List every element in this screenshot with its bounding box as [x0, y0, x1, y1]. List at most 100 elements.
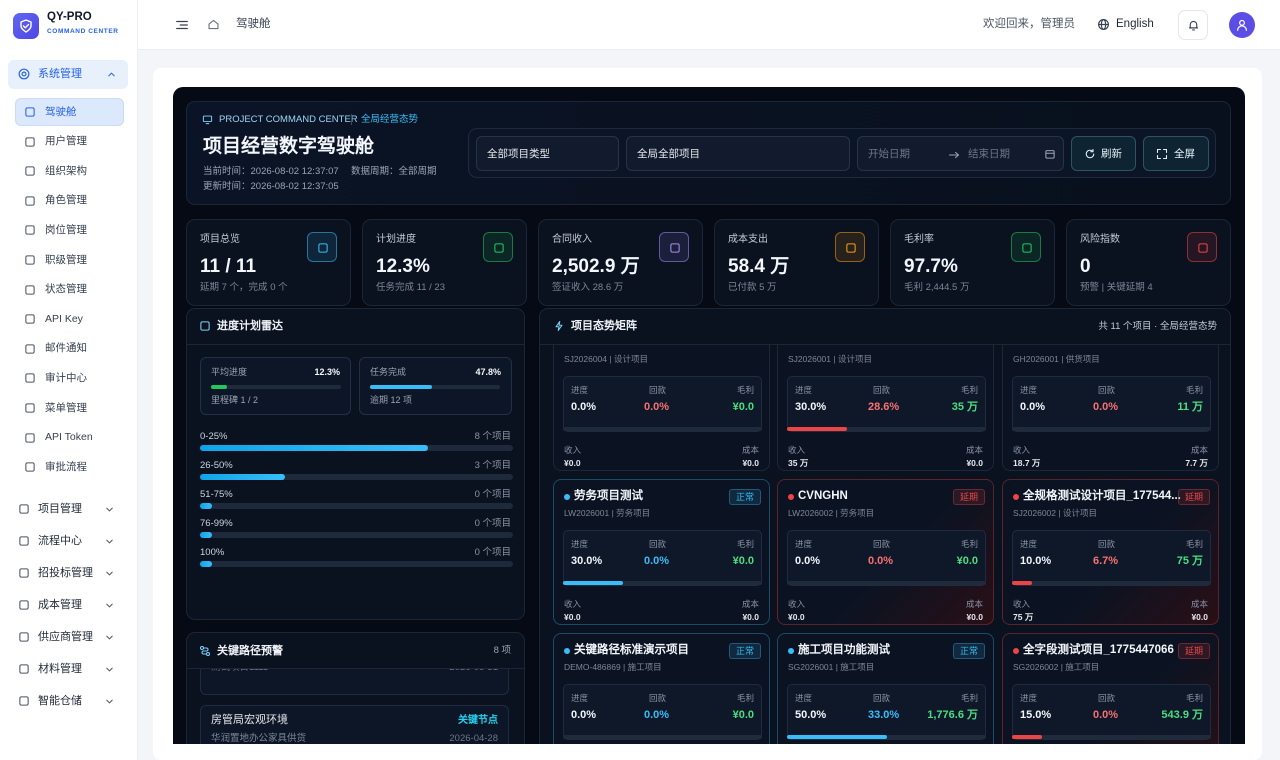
project-select[interactable]: 全局全部项目 — [626, 136, 850, 171]
progress-track — [563, 581, 762, 585]
menu-item[interactable]: 状态管理 — [45, 283, 87, 296]
bucket-track — [200, 561, 513, 567]
metric-label: 毛利 — [736, 693, 754, 703]
project-card[interactable]: SJ2026001 | 设计项目 进度 回款 毛利 30.0% 28.6% 35 万收入 成本… — [777, 345, 994, 471]
metric-label: 进度 — [571, 539, 589, 549]
metric-label: 收入 — [1013, 445, 1031, 455]
summary-value: 47.8% — [475, 367, 501, 377]
progress-bar — [1012, 735, 1042, 739]
metric-label: 进度 — [795, 539, 813, 549]
date-range[interactable]: 开始日期 结束日期 — [857, 136, 1064, 171]
metric-label: 回款 — [1098, 539, 1116, 549]
chevron — [106, 539, 113, 544]
menu-label[interactable]: 供应商管理 — [38, 630, 93, 643]
menu-item-active[interactable] — [15, 98, 124, 126]
summary-track — [211, 385, 341, 389]
project-card[interactable]: 关键路径标准演示项目 正常 DEMO-486869 | 施工项目 进度 回款 毛利 0.0%… — [553, 633, 770, 744]
metric-label: 成本 — [741, 599, 759, 609]
menu-icon — [25, 107, 35, 117]
summary-label: 平均进度 — [211, 367, 248, 377]
button-label[interactable]: 刷新 — [1101, 148, 1122, 160]
menu-group[interactable]: 系统管理 — [8, 60, 128, 89]
menu-label[interactable]: 流程中心 — [38, 534, 82, 547]
kpi-card: 合同收入 2,502.9 万签证收入 28.6 万 — [538, 219, 703, 306]
menu-label[interactable]: 智能仓储 — [38, 694, 82, 707]
kpi-glyph — [1022, 243, 1032, 253]
project-card[interactable]: 全字段测试项目_1775447066 延期 SG2026002 | 施工项目 进度 回款… — [1002, 633, 1219, 744]
project-card[interactable]: 施工项目功能测试 正常 SG2026001 | 施工项目 进度 回款 毛利 50.0% 33.… — [777, 633, 994, 744]
kpi-glyph-part — [1198, 243, 1208, 253]
separator — [351, 114, 352, 125]
menu-label[interactable]: 项目管理 — [38, 502, 82, 515]
menu-icon-part — [19, 664, 29, 674]
brand: QY-PRO — [47, 11, 92, 23]
project-card[interactable]: 劳务项目测试 正常 LW2026001 | 劳务项目 进度 回款 毛利 30.0% 0.0% ¥… — [553, 479, 770, 625]
status-label: 延期 — [959, 492, 978, 502]
menu-item[interactable]: 组织架构 — [45, 164, 87, 177]
project-card[interactable]: GH2026001 | 供货项目 进度 回款 毛利 0.0% 0.0% 11 万收入 成本 18… — [1002, 345, 1219, 471]
chevron — [106, 667, 113, 672]
menu-icon — [25, 225, 35, 236]
menu-label[interactable]: 招投标管理 — [38, 566, 93, 579]
item-date: 2026-04-28 — [449, 733, 498, 744]
chevron-part — [106, 635, 113, 640]
metric-box: 进度 回款 毛利 30.0% 0.0% ¥0.0 — [563, 530, 762, 586]
panel-icon — [555, 320, 563, 332]
refresh-button[interactable]: 刷新 — [1071, 136, 1136, 171]
menu-label[interactable]: 成本管理 — [38, 598, 82, 611]
menu-icon-part — [21, 71, 27, 77]
notification-button[interactable] — [1178, 10, 1208, 40]
menu-item[interactable]: API Key — [45, 312, 83, 325]
metric-box: 进度 回款 毛利 10.0% 6.7% 75 万 — [1012, 530, 1211, 586]
payment-value: 0.0% — [1093, 709, 1119, 721]
menu-item[interactable]: 驾驶舱 — [45, 105, 77, 118]
language[interactable]: English — [1116, 18, 1154, 30]
eyebrow: PROJECT COMMAND CENTER — [219, 114, 358, 125]
avatar[interactable] — [1229, 12, 1255, 38]
menu-item[interactable]: 审批流程 — [45, 460, 87, 473]
menu-item[interactable]: API Token — [45, 431, 93, 444]
menu-label[interactable]: 材料管理 — [38, 662, 82, 675]
menu-item[interactable]: 职级管理 — [45, 253, 87, 266]
menu-label[interactable]: 系统管理 — [38, 68, 82, 80]
menu-item[interactable]: 岗位管理 — [45, 223, 87, 236]
project-card[interactable]: CVNGHN 延期 LW2026002 | 劳务项目 进度 回款 毛利 0.0% 0.0% ¥0… — [777, 479, 994, 625]
kpi-label: 风险指数 — [1080, 234, 1120, 245]
metric-label: 毛利 — [960, 385, 978, 395]
menu-icon-part — [19, 632, 29, 642]
metric-label: 成本 — [965, 599, 983, 609]
menu-item[interactable]: 角色管理 — [45, 194, 87, 207]
kpi-card: 计划进度 12.3% 任务完成 11 / 23 — [362, 219, 527, 306]
type-select[interactable]: 全部项目类型 — [476, 136, 619, 171]
metric-label: 成本 — [741, 445, 759, 455]
menu-item[interactable]: 审计中心 — [45, 371, 87, 384]
menu-icon — [19, 568, 29, 578]
project-card[interactable]: SJ2026004 | 设计项目 进度 回款 毛利 0.0% 0.0% ¥0.0 收入 成本 ¥0… — [553, 345, 770, 471]
kpi-icon — [1011, 232, 1041, 262]
kpi-label: 项目总览 — [200, 234, 240, 245]
bucket-bar — [200, 445, 428, 451]
menu-item[interactable]: 邮件通知 — [45, 342, 87, 355]
globe-icon — [1098, 19, 1109, 30]
summary-value: 12.3% — [314, 367, 340, 377]
metric-label: 进度 — [795, 385, 813, 395]
metric-label: 毛利 — [960, 693, 978, 703]
menu-item[interactable]: 菜单管理 — [45, 401, 87, 414]
refresh-icon-part — [1090, 148, 1094, 153]
fullscreen-button[interactable]: 全屏 — [1143, 136, 1209, 171]
payment-value: 0.0% — [644, 709, 670, 721]
margin-value: 35 万 — [951, 401, 978, 413]
menu-icon-part — [19, 568, 29, 578]
metric-label: 进度 — [571, 385, 589, 395]
project-card[interactable]: 全规格测试设计项目_177544... 延期 SJ2026002 | 设计项目 进度 回… — [1002, 479, 1219, 625]
fullscreen-icon-part — [1162, 148, 1168, 154]
progress-value: 50.0% — [795, 709, 827, 721]
kpi-value: 11 / 11 — [200, 256, 257, 277]
menu-item[interactable]: 用户管理 — [45, 135, 87, 148]
button-label[interactable]: 全屏 — [1174, 148, 1195, 160]
metric-label: 收入 — [564, 445, 582, 455]
divider — [187, 344, 524, 345]
kpi-icon — [659, 232, 689, 262]
project-code: SG2026001 | 施工项目 — [788, 662, 875, 672]
bucket-bar — [200, 532, 212, 538]
